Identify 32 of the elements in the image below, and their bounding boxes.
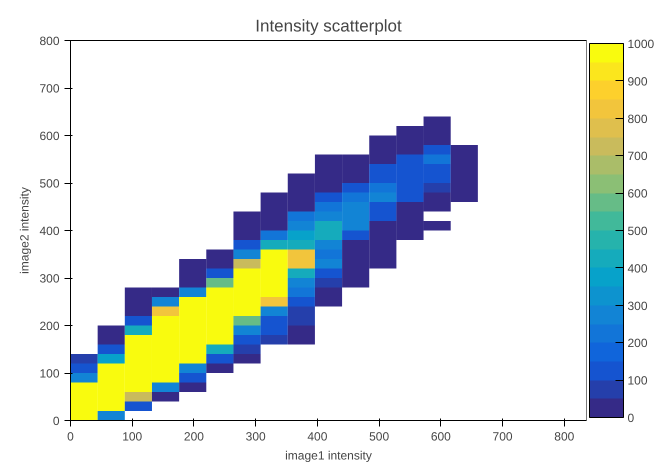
x-tick-label: 500 — [369, 430, 390, 444]
x-tick-label: 200 — [184, 430, 204, 444]
y-axis-title: image2 intensity — [17, 187, 32, 274]
color-bar-label: 200 — [628, 336, 648, 350]
y-tick-label: 700 — [39, 82, 60, 96]
color-bar-label: 0 — [628, 411, 634, 425]
color-bar-label: 100 — [628, 374, 648, 388]
y-tick-label: 800 — [39, 34, 60, 48]
x-tick-label: 800 — [554, 430, 575, 444]
color-bar-label: 300 — [628, 298, 648, 313]
y-tick-label: 500 — [39, 176, 60, 190]
x-tick-label: 600 — [430, 430, 452, 444]
color-bar-label: 700 — [628, 149, 648, 164]
x-tick-label: 0 — [67, 430, 74, 444]
y-tick-label: 300 — [39, 272, 60, 286]
x-axis-title: image1 intensity — [285, 448, 372, 462]
chart-title: Intensity scatterplot — [255, 16, 402, 36]
color-bar-label: 1000 — [628, 37, 655, 51]
y-tick-label: 100 — [39, 366, 60, 380]
x-tick-label: 700 — [492, 430, 513, 444]
color-bar-label: 600 — [628, 186, 648, 201]
color-bar-label: 800 — [628, 112, 648, 126]
x-tick-label: 100 — [122, 430, 143, 444]
x-tick-label: 400 — [307, 430, 328, 444]
color-bar-label: 500 — [628, 224, 648, 238]
color-bar-label: 900 — [628, 74, 648, 88]
y-tick-label: 600 — [39, 129, 60, 143]
y-tick-label: 200 — [39, 319, 60, 333]
y-tick-label: 0 — [52, 414, 60, 428]
y-tick-label: 400 — [39, 224, 60, 238]
x-tick-label: 300 — [246, 430, 266, 444]
color-bar-label: 400 — [628, 261, 648, 276]
